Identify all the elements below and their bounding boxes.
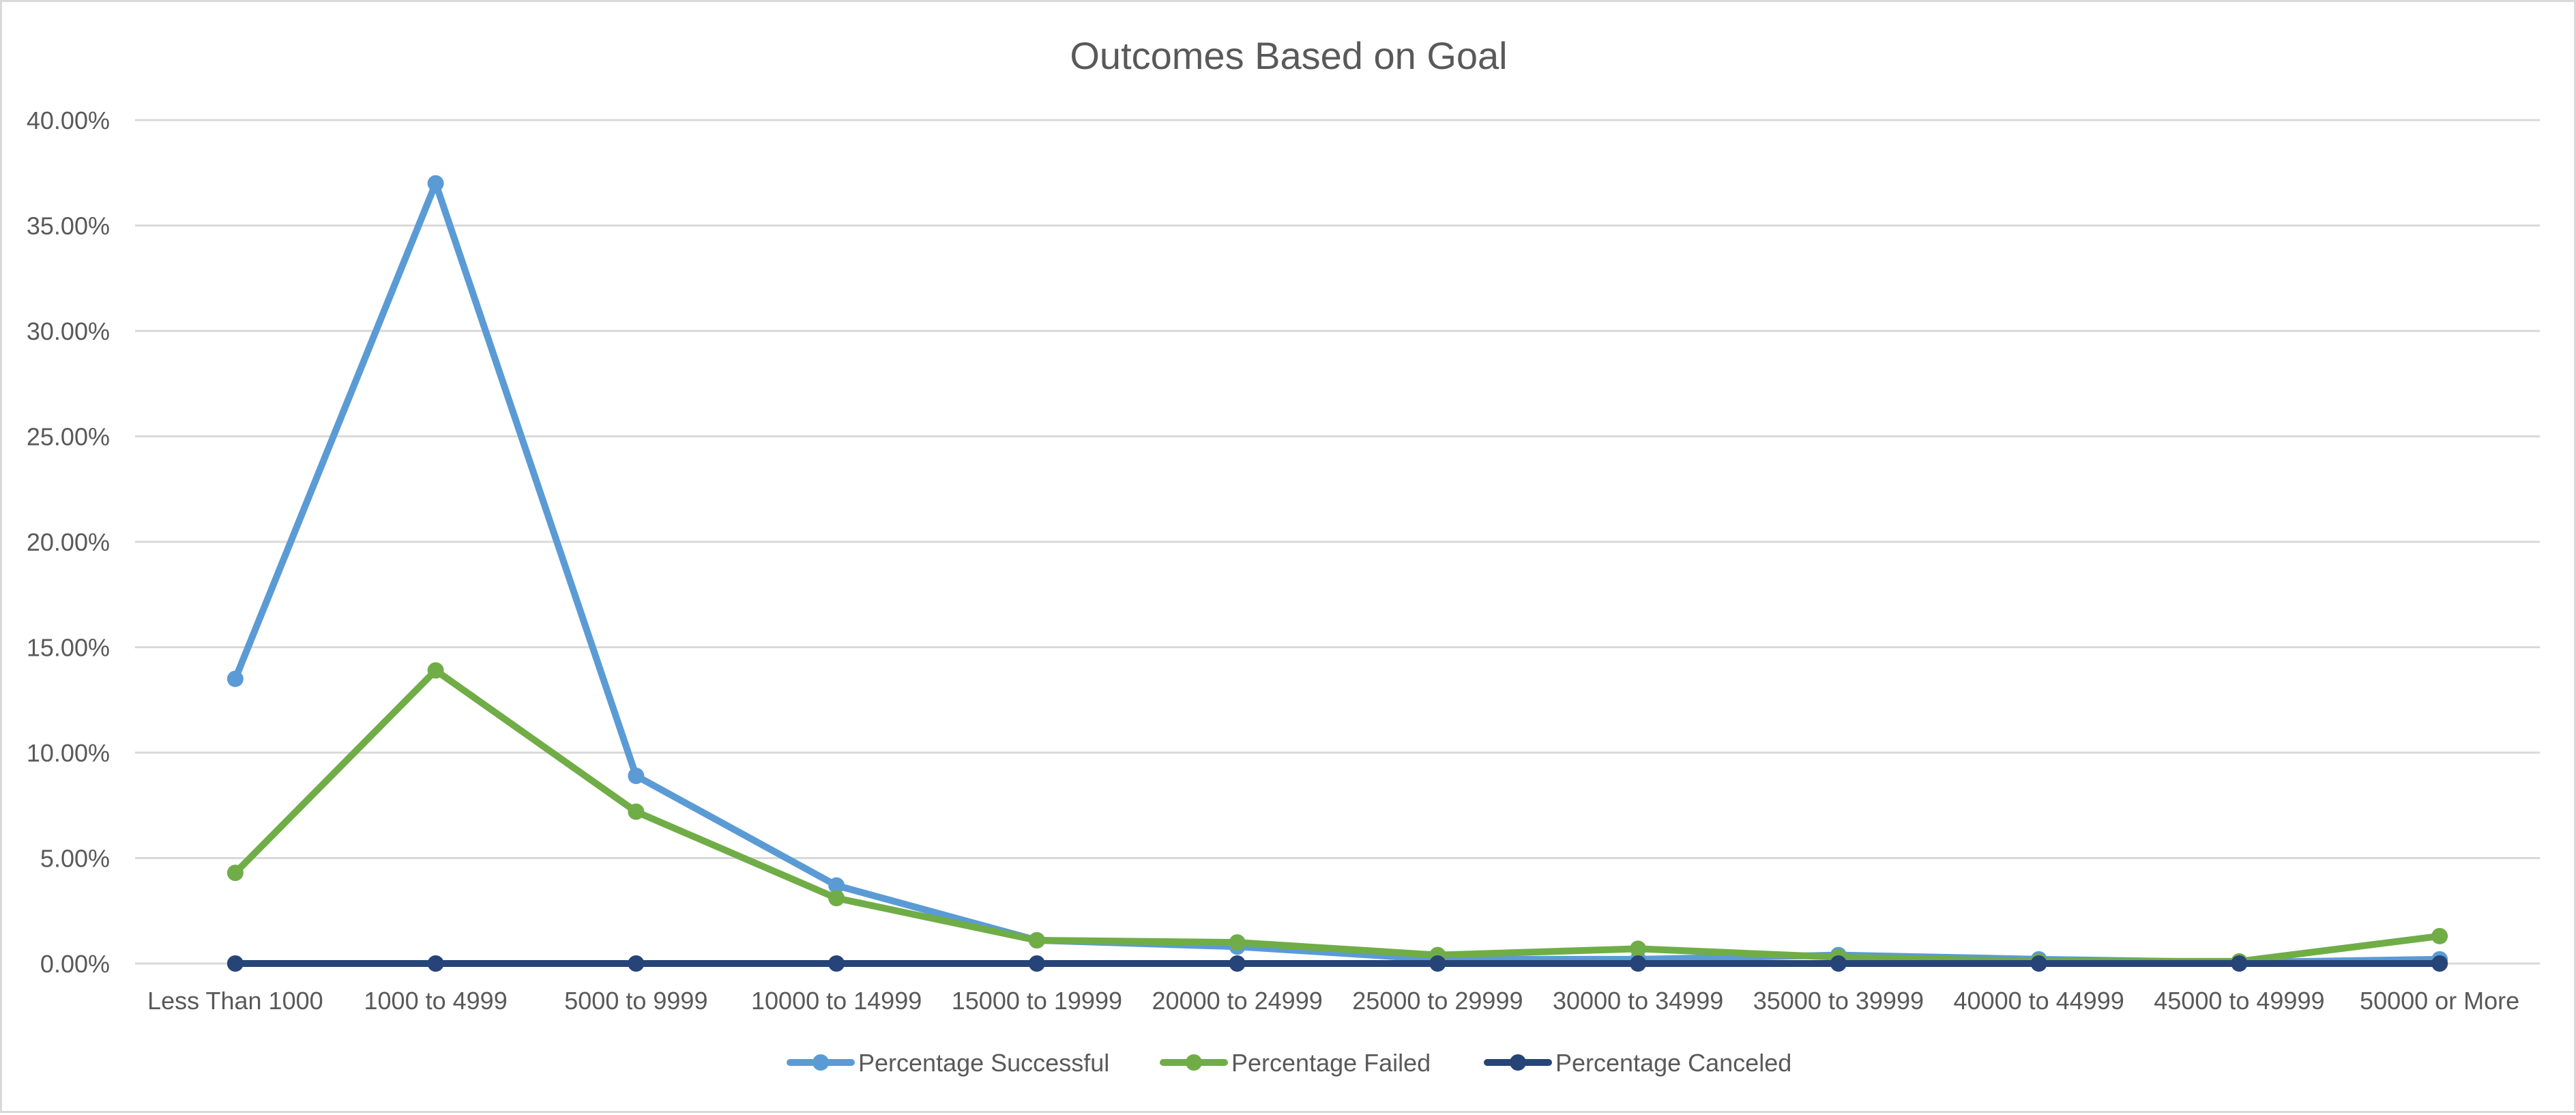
data-point	[628, 767, 645, 784]
data-point	[2231, 955, 2248, 972]
series-percentage-failed	[226, 662, 2448, 970]
y-axis-ticks: 0.00% 5.00% 10.00% 15.00% 20.00% 25.00% 30.00%…	[27, 106, 110, 978]
legend-item: Percentage Failed	[1160, 1049, 1431, 1077]
data-point	[1830, 955, 1847, 972]
series-percentage-canceled	[226, 955, 2448, 972]
data-point	[828, 890, 845, 907]
series-line	[231, 667, 2444, 965]
y-tick-label: 0.00%	[40, 950, 110, 978]
data-point	[1028, 955, 1045, 972]
x-tick-label: 20000 to 24999	[1152, 987, 1323, 1015]
data-point	[226, 865, 244, 882]
data-point	[1630, 955, 1647, 972]
x-tick-label: 30000 to 34999	[1553, 987, 1723, 1015]
data-point	[828, 955, 845, 972]
y-tick-label: 10.00%	[27, 739, 110, 767]
legend-label: Percentage Successful	[858, 1049, 1109, 1077]
data-point	[1429, 955, 1446, 972]
x-tick-label: 10000 to 14999	[751, 987, 922, 1015]
data-point	[628, 955, 645, 972]
legend-item: Percentage Successful	[787, 1049, 1109, 1077]
y-tick-label: 20.00%	[27, 528, 110, 556]
legend: Percentage Successful Percentage Failed Pe…	[787, 1049, 1791, 1077]
data-point	[427, 955, 444, 972]
x-tick-label: 35000 to 39999	[1753, 987, 1924, 1015]
x-tick-label: 50000 or More	[2360, 987, 2519, 1015]
data-point	[1229, 934, 1246, 951]
x-tick-label: 40000 to 44999	[1954, 987, 2124, 1015]
x-tick-label: 25000 to 29999	[1352, 987, 1523, 1015]
legend-label: Percentage Canceled	[1555, 1049, 1791, 1077]
legend-swatch-marker	[1510, 1054, 1526, 1071]
y-tick-label: 15.00%	[27, 634, 110, 662]
data-point	[427, 662, 444, 679]
x-tick-label: 1000 to 4999	[364, 987, 508, 1015]
chart-title: Outcomes Based on Goal	[1070, 34, 1507, 77]
y-tick-label: 35.00%	[27, 212, 110, 240]
series-percentage-successful	[226, 175, 2448, 971]
x-tick-label: 15000 to 19999	[952, 987, 1122, 1015]
legend-swatch-marker	[1186, 1054, 1202, 1071]
series-lines	[226, 175, 2448, 972]
data-point	[628, 803, 645, 820]
y-tick-label: 40.00%	[27, 106, 110, 134]
y-tick-label: 30.00%	[27, 317, 110, 345]
legend-item: Percentage Canceled	[1484, 1049, 1791, 1077]
data-point	[427, 175, 444, 192]
legend-label: Percentage Failed	[1231, 1049, 1431, 1077]
data-point	[828, 877, 845, 894]
data-point	[1028, 932, 1045, 949]
y-tick-label: 5.00%	[40, 845, 110, 873]
data-point	[1229, 955, 1246, 972]
data-point	[2431, 955, 2448, 972]
legend-swatch-marker	[813, 1054, 829, 1071]
x-tick-label: 5000 to 9999	[564, 987, 707, 1015]
gridlines	[135, 119, 2540, 965]
data-point	[226, 670, 244, 687]
data-point	[2431, 927, 2448, 944]
data-point	[226, 955, 244, 972]
x-axis-ticks: Less Than 1000 1000 to 4999 5000 to 9999 10…	[147, 987, 2519, 1015]
x-tick-label: 45000 to 49999	[2154, 987, 2324, 1015]
x-tick-label: Less Than 1000	[147, 987, 323, 1015]
series-line	[231, 179, 2444, 966]
data-point	[2030, 955, 2047, 972]
y-tick-label: 25.00%	[27, 423, 110, 451]
data-point	[1630, 940, 1647, 957]
